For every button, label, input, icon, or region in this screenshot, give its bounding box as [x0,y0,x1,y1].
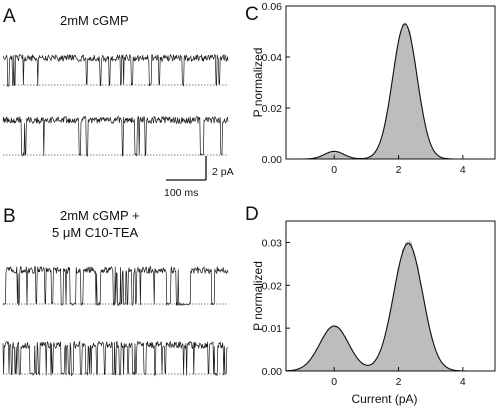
condition-label-b-line2: 5 μM C10-TEA [52,225,139,240]
plot-frame [285,220,496,372]
condition-label-a: 2mM cGMP [60,13,129,28]
y-tick-label: 0.01 [262,323,283,335]
y-tick-label: 0.02 [262,103,283,115]
y-axis-label: P normalized [251,261,265,331]
x-axis-label: Current (pA) [351,392,417,406]
scale-bar: 2 pA 100 ms [164,156,234,199]
y-tick-label: 0.04 [262,52,283,64]
scale-bar-current-label: 2 pA [212,166,234,178]
x-tick-label: 4 [460,164,466,176]
current-traces [2,53,229,377]
x-tick-label: 2 [396,376,402,388]
y-axis-label: P normalized [251,48,265,118]
trace-b-1 [2,265,229,307]
panel-label-c: C [245,4,259,25]
trace-b-2 [2,340,229,377]
histogram-panel-d: 0 2 4 0.00 0.01 0.02 0.03 P normalized Current (… [251,220,496,406]
trace-a-1 [2,53,229,87]
histogram-panel-c: 0 2 4 0.00 0.02 0.04 0.06 P normalized [251,1,496,176]
x-tick-label: 0 [331,164,337,176]
y-tick-label: 0.03 [262,237,283,249]
scale-bar-time-label: 100 ms [164,187,198,199]
y-tick-label: 0.00 [262,154,283,166]
x-tick-label: 0 [331,376,337,388]
y-tick-label: 0.06 [262,1,283,13]
x-tick-label: 4 [460,376,466,388]
y-tick-label: 0.02 [262,280,283,292]
panel-label-a: A [3,6,16,27]
trace-a-2 [2,115,229,157]
plot-frame [285,5,496,160]
y-tick-label: 0.00 [262,366,283,378]
panel-label-d: D [245,204,259,225]
condition-label-b-line1: 2mM cGMP + [60,208,140,223]
x-tick-label: 2 [396,164,402,176]
panel-label-b: B [3,206,16,227]
histogram-area [285,240,495,372]
